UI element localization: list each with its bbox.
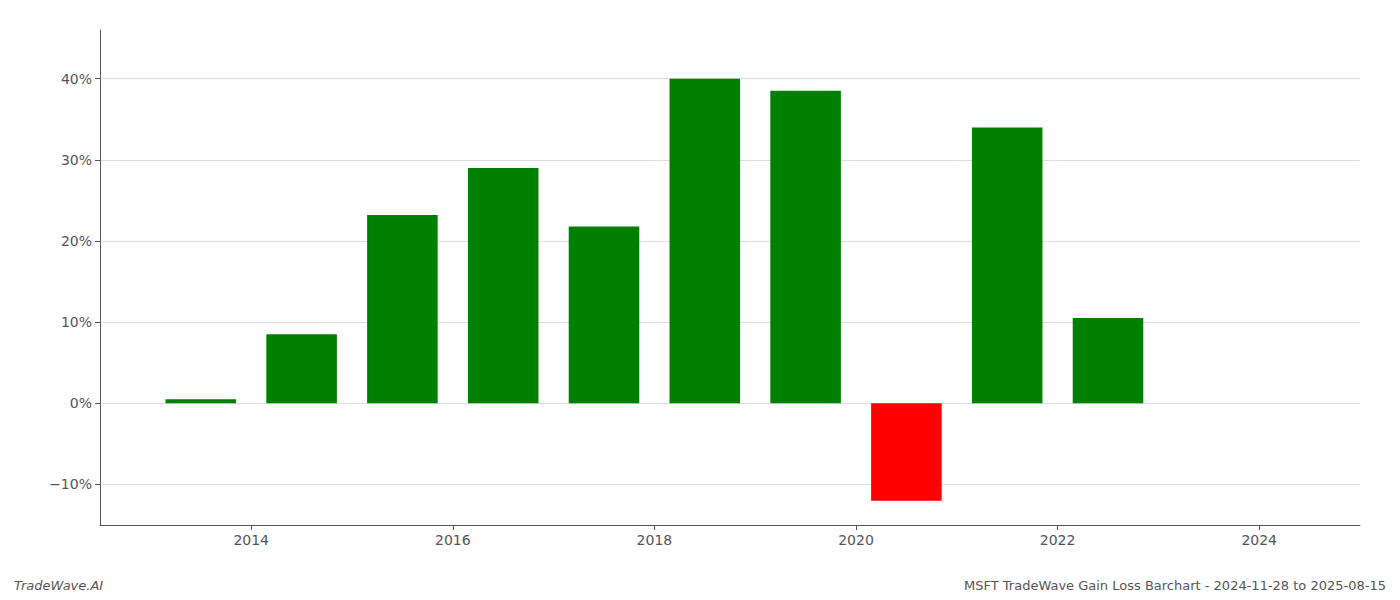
- svg-text:2020: 2020: [838, 532, 874, 548]
- svg-text:30%: 30%: [61, 152, 92, 168]
- svg-text:20%: 20%: [61, 233, 92, 249]
- svg-text:10%: 10%: [61, 314, 92, 330]
- svg-text:2022: 2022: [1040, 532, 1076, 548]
- svg-text:0%: 0%: [70, 395, 92, 411]
- svg-text:2018: 2018: [637, 532, 673, 548]
- svg-text:−10%: −10%: [49, 476, 92, 492]
- svg-text:2014: 2014: [233, 532, 269, 548]
- svg-text:MSFT TradeWave Gain Loss Barch: MSFT TradeWave Gain Loss Barchart - 2024…: [964, 578, 1386, 593]
- svg-text:TradeWave.AI: TradeWave.AI: [14, 578, 103, 593]
- svg-text:40%: 40%: [61, 71, 92, 87]
- svg-text:2024: 2024: [1241, 532, 1277, 548]
- svg-text:2016: 2016: [435, 532, 471, 548]
